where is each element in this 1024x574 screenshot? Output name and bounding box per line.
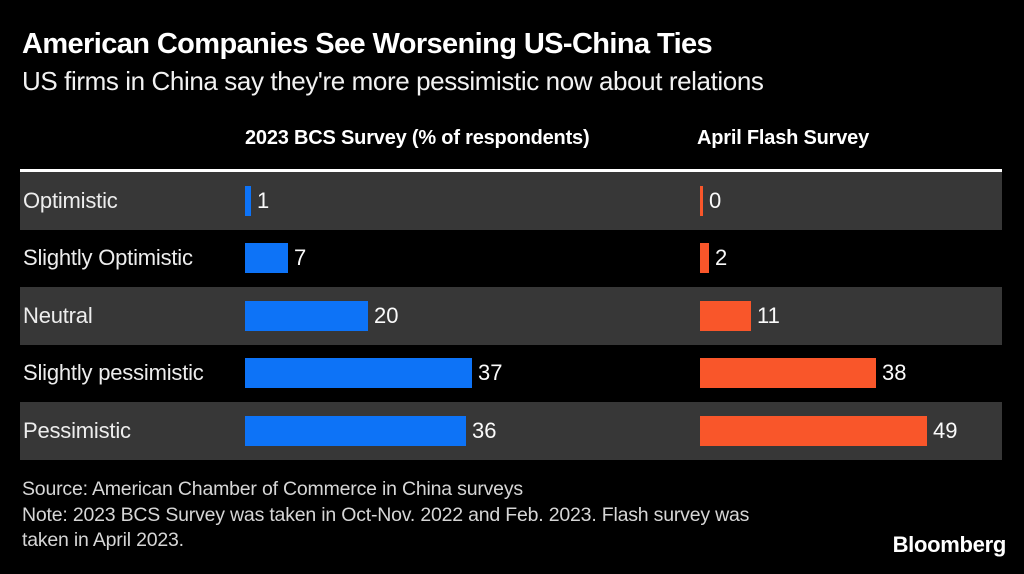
methodology-note: Note: 2023 BCS Survey was taken in Oct-N… bbox=[22, 503, 750, 552]
bcs-survey-bar bbox=[245, 300, 368, 331]
value-label: 7 bbox=[294, 245, 307, 271]
value-label: 20 bbox=[374, 302, 399, 328]
bcs-survey-bar bbox=[245, 415, 466, 446]
bloomberg-logo: Bloomberg bbox=[892, 532, 1007, 557]
chart-subtitle: US firms in China say they're more pessi… bbox=[22, 66, 764, 96]
category-label: Optimistic bbox=[23, 187, 118, 213]
flash-survey-bar bbox=[700, 300, 751, 331]
flash-survey-bar bbox=[700, 185, 703, 216]
value-label: 37 bbox=[478, 360, 503, 386]
bar-chart: Optimistic 1 0 Slightly Optimistic 7 2 Neutral… bbox=[20, 172, 1002, 460]
value-label: 38 bbox=[882, 360, 907, 386]
table-row: Optimistic 1 0 bbox=[20, 172, 1002, 230]
bcs-survey-bar bbox=[245, 243, 288, 274]
value-label: 0 bbox=[709, 187, 722, 213]
bcs-survey-bar bbox=[245, 185, 251, 216]
flash-survey-bar bbox=[700, 243, 709, 274]
column-header-bcs-survey: 2023 BCS Survey (% of respondents) bbox=[245, 127, 590, 149]
chart-title: American Companies See Worsening US-Chin… bbox=[22, 28, 713, 60]
table-row: Pessimistic 36 49 bbox=[20, 402, 1002, 460]
column-header-flash-survey: April Flash Survey bbox=[697, 127, 870, 149]
table-row: Slightly Optimistic 7 2 bbox=[20, 230, 1002, 288]
value-label: 49 bbox=[933, 417, 958, 443]
header-rule bbox=[20, 169, 1002, 172]
value-label: 1 bbox=[257, 187, 270, 213]
value-label: 36 bbox=[472, 417, 497, 443]
table-row: Neutral 20 11 bbox=[20, 287, 1002, 345]
table-row: Slightly pessimistic 37 38 bbox=[20, 345, 1002, 403]
flash-survey-bar bbox=[700, 358, 876, 389]
category-label: Pessimistic bbox=[23, 417, 131, 443]
category-label: Slightly Optimistic bbox=[23, 245, 193, 271]
bcs-survey-bar bbox=[245, 358, 472, 389]
category-label: Slightly pessimistic bbox=[23, 360, 204, 386]
flash-survey-bar bbox=[700, 415, 927, 446]
source-note: Source: American Chamber of Commerce in … bbox=[22, 478, 523, 500]
value-label: 11 bbox=[757, 302, 780, 328]
footer: Source: American Chamber of Commerce in … bbox=[22, 477, 772, 554]
value-label: 2 bbox=[715, 245, 728, 271]
category-label: Neutral bbox=[23, 302, 93, 328]
